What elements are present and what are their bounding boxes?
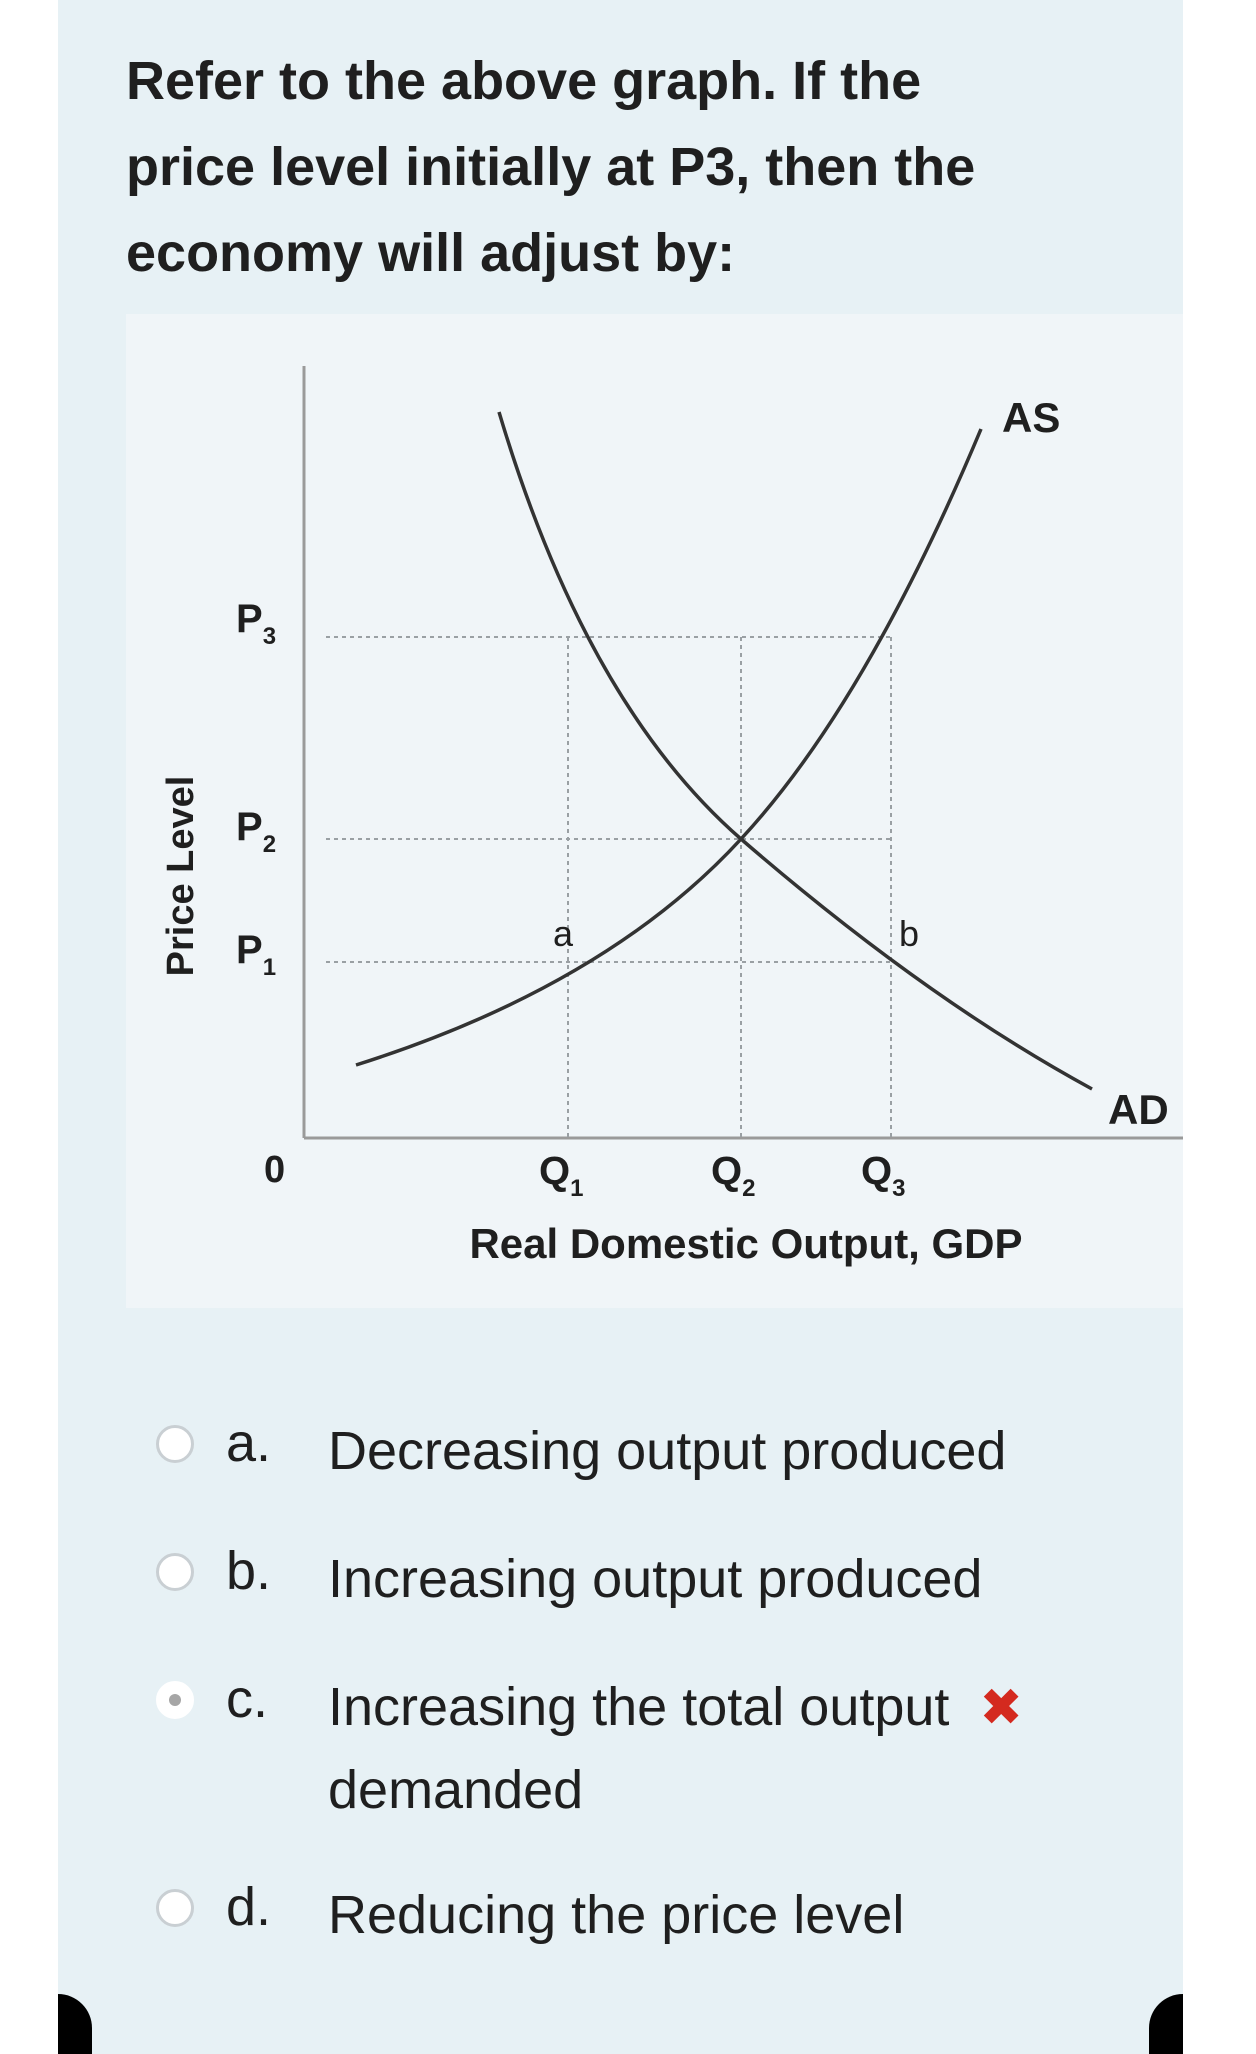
- x-axis-label: Real Domestic Output, GDP: [469, 1220, 1022, 1267]
- question-line-3: economy will adjust by:: [126, 223, 736, 283]
- answer-options: a. Decreasing output produced b. Increas…: [126, 1390, 1126, 1982]
- graph-background: [126, 314, 1183, 1308]
- ad-as-graph: Price Level P3 P2 P1 0 Q1 Q2 Q3 Real Dom…: [126, 314, 1183, 1308]
- option-c[interactable]: c. Increasing the total output ✖ demanded: [126, 1646, 1126, 1854]
- as-curve: [355, 428, 983, 1067]
- card-corner-right: [1149, 1994, 1183, 2054]
- option-a-letter: a.: [226, 1413, 272, 1473]
- option-a-text: Decreasing output produced: [328, 1421, 1007, 1481]
- graph-svg: Price Level P3 P2 P1 0 Q1 Q2 Q3 Real Dom…: [160, 366, 1183, 1267]
- card-corner-left: [58, 1994, 92, 2054]
- option-b-text: Increasing output produced: [328, 1549, 983, 1609]
- option-b[interactable]: b. Increasing output produced: [126, 1518, 1126, 1646]
- ad-label: AD: [1108, 1086, 1169, 1133]
- option-b-letter: b.: [226, 1541, 272, 1601]
- origin-label: 0: [264, 1149, 285, 1191]
- label-p2: P2: [236, 805, 276, 858]
- point-b-label: b: [899, 913, 919, 954]
- radio-b[interactable]: [156, 1553, 194, 1591]
- question-text: Refer to the above graph. If the price l…: [126, 38, 1086, 296]
- option-d-letter: d.: [226, 1877, 272, 1937]
- question-line-1: Refer to the above graph. If the: [126, 51, 922, 111]
- incorrect-x-icon: ✖: [979, 1679, 1023, 1737]
- label-p1: P1: [236, 928, 276, 981]
- option-d-text: Reducing the price level: [328, 1885, 905, 1945]
- label-p3: P3: [236, 597, 276, 650]
- option-a[interactable]: a. Decreasing output produced: [126, 1390, 1126, 1518]
- label-q1: Q1: [539, 1149, 583, 1202]
- radio-d[interactable]: [156, 1889, 194, 1927]
- radio-a[interactable]: [156, 1425, 194, 1463]
- option-c-letter: c.: [226, 1669, 269, 1729]
- as-label: AS: [1002, 394, 1060, 441]
- option-c-text: Increasing the total output ✖ demanded: [328, 1677, 1023, 1820]
- ad-curve: [497, 411, 1093, 1091]
- option-d[interactable]: d. Reducing the price level: [126, 1854, 1126, 1982]
- question-line-2: price level initially at P3, then the: [126, 137, 976, 197]
- label-q3: Q3: [861, 1149, 905, 1202]
- point-a-label: a: [553, 913, 574, 954]
- radio-c-selected[interactable]: [156, 1681, 194, 1719]
- y-axis-label: Price Level: [160, 776, 202, 977]
- label-q2: Q2: [711, 1149, 755, 1202]
